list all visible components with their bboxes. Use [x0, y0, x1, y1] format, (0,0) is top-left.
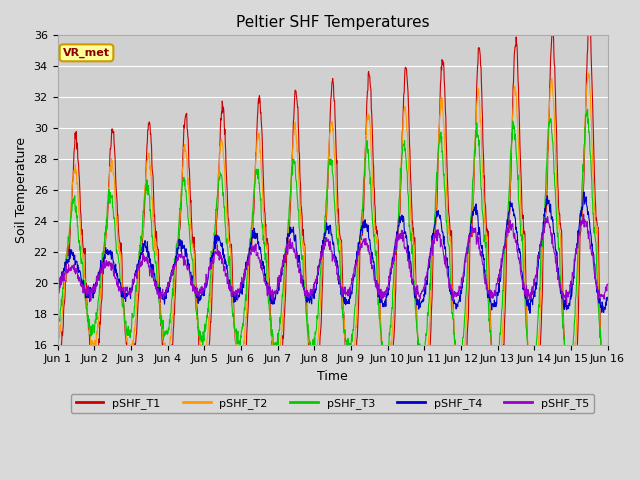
pSHF_T5	[54, 286, 61, 291]
pSHF_T2	[490, 368, 497, 373]
pSHF_T5	[490, 291, 497, 297]
pSHF_T2	[538, 248, 546, 253]
pSHF_T2	[418, 371, 426, 376]
Line: pSHF_T5: pSHF_T5	[58, 214, 607, 304]
pSHF_T2	[54, 343, 61, 349]
pSHF_T1	[538, 297, 546, 302]
pSHF_T3	[584, 107, 591, 112]
pSHF_T1	[586, 19, 593, 25]
Line: pSHF_T4: pSHF_T4	[58, 192, 607, 313]
pSHF_T4	[580, 189, 588, 195]
pSHF_T2	[163, 351, 170, 357]
pSHF_T5	[176, 254, 184, 260]
pSHF_T5	[580, 211, 588, 217]
X-axis label: Time: Time	[317, 370, 348, 383]
pSHF_T4	[490, 302, 497, 308]
pSHF_T3	[237, 328, 245, 334]
pSHF_T4	[176, 243, 184, 249]
pSHF_T2	[604, 396, 611, 402]
pSHF_T1	[604, 437, 611, 443]
pSHF_T1	[237, 384, 245, 389]
Line: pSHF_T2: pSHF_T2	[58, 73, 607, 399]
pSHF_T4	[526, 311, 534, 316]
pSHF_T3	[176, 205, 184, 211]
pSHF_T3	[602, 374, 610, 380]
pSHF_T2	[584, 70, 592, 76]
pSHF_T5	[418, 288, 426, 294]
pSHF_T4	[418, 299, 426, 305]
pSHF_T5	[538, 230, 546, 236]
pSHF_T3	[163, 331, 170, 336]
pSHF_T5	[604, 282, 611, 288]
pSHF_T2	[604, 395, 611, 401]
pSHF_T1	[54, 361, 61, 367]
pSHF_T1	[418, 396, 426, 401]
pSHF_T3	[490, 360, 497, 366]
pSHF_T1	[163, 374, 170, 380]
Line: pSHF_T3: pSHF_T3	[58, 109, 607, 377]
pSHF_T4	[54, 291, 61, 297]
pSHF_T2	[176, 217, 184, 223]
Text: VR_met: VR_met	[63, 48, 110, 58]
Title: Peltier SHF Temperatures: Peltier SHF Temperatures	[236, 15, 429, 30]
pSHF_T3	[54, 316, 61, 322]
pSHF_T5	[563, 301, 570, 307]
pSHF_T3	[538, 244, 546, 250]
pSHF_T4	[237, 285, 245, 291]
pSHF_T4	[604, 294, 611, 300]
pSHF_T5	[237, 287, 245, 292]
pSHF_T4	[163, 288, 170, 294]
Line: pSHF_T1: pSHF_T1	[58, 22, 607, 440]
pSHF_T4	[539, 231, 547, 237]
pSHF_T1	[490, 387, 497, 393]
pSHF_T1	[176, 227, 184, 233]
pSHF_T3	[418, 352, 426, 358]
pSHF_T3	[604, 364, 611, 370]
pSHF_T2	[237, 350, 245, 356]
pSHF_T5	[163, 285, 170, 290]
Legend: pSHF_T1, pSHF_T2, pSHF_T3, pSHF_T4, pSHF_T5: pSHF_T1, pSHF_T2, pSHF_T3, pSHF_T4, pSHF…	[71, 394, 594, 413]
Y-axis label: Soil Temperature: Soil Temperature	[15, 137, 28, 243]
